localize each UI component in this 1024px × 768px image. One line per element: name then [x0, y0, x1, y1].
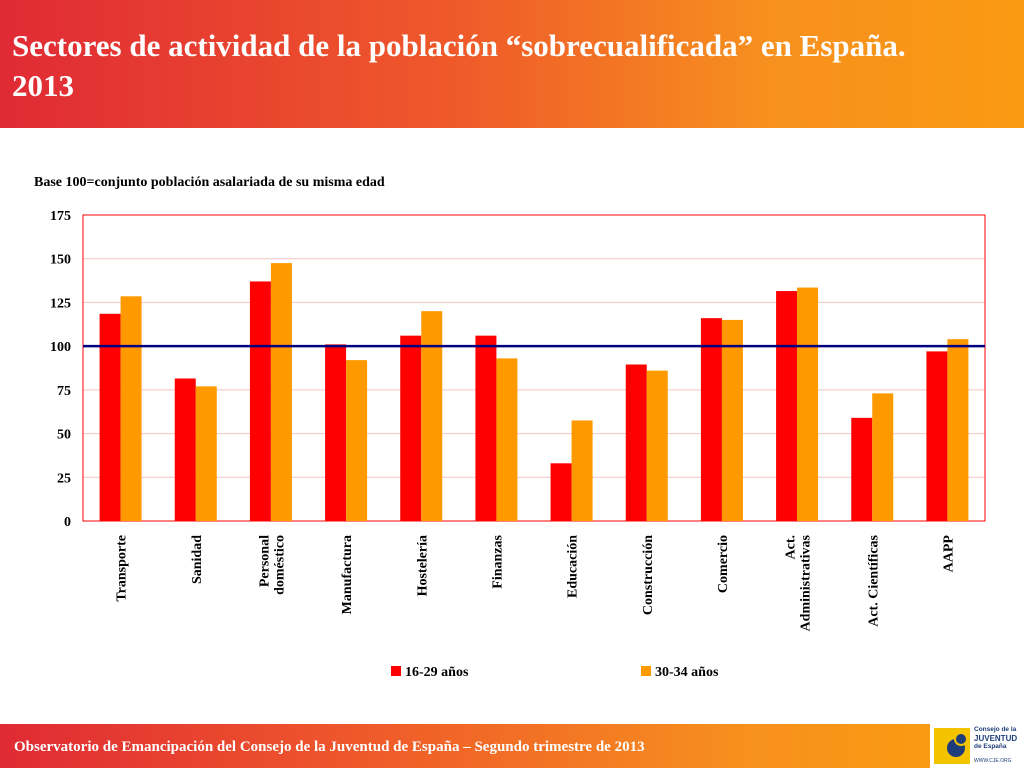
bar-16-29 — [325, 344, 347, 521]
cje-logo: Consejo de la JUVENTUD de España WWW.CJE… — [930, 724, 1024, 768]
x-tick-label: Personal doméstico — [257, 535, 287, 595]
header-banner: Sectores de actividad de la población “s… — [0, 0, 1024, 128]
x-tick-label-line: Educación — [566, 535, 581, 598]
logo-line-2: JUVENTUD — [974, 734, 1018, 743]
bar-30-34 — [571, 420, 593, 521]
bar-16-29 — [249, 281, 271, 521]
bar-30-34 — [270, 263, 292, 521]
x-tick-label-line: Personal — [257, 535, 272, 587]
x-tick-label-line: Act. Científicas — [866, 534, 881, 626]
bar-30-34 — [346, 360, 368, 521]
bar-16-29 — [926, 351, 948, 521]
y-tick-label: 100 — [50, 340, 71, 355]
page-title: Sectores de actividad de la población “s… — [12, 28, 906, 103]
x-tick-label: Act. Administrativas — [784, 534, 814, 631]
x-tick-label: AAPP — [941, 535, 956, 573]
bar-16-29 — [174, 378, 196, 521]
bar-16-29 — [475, 335, 497, 521]
y-tick-label: 150 — [50, 253, 71, 268]
x-tick-label-line: Comercio — [716, 535, 731, 593]
x-tick-label-line: doméstico — [272, 535, 287, 595]
x-tick-label: Manufactura — [340, 535, 355, 614]
bar-30-34 — [797, 287, 819, 521]
bar-30-34 — [646, 370, 668, 521]
legend-swatch-30-34 — [641, 666, 651, 676]
x-tick-label-line: Administrativas — [799, 534, 814, 631]
footer-text: Observatorio de Emancipación del Consejo… — [14, 739, 645, 755]
x-tick-label-line: Act. — [784, 535, 799, 560]
x-tick-label: Comercio — [716, 535, 731, 593]
x-tick-label-line: Finanzas — [490, 534, 505, 588]
x-tick-label-line: Manufactura — [340, 535, 355, 614]
y-tick-label: 0 — [64, 515, 71, 530]
y-tick-label: 125 — [50, 296, 71, 311]
y-tick-label: 50 — [57, 428, 71, 443]
x-tick-label: Act. Científicas — [866, 534, 881, 626]
logo-line-1: Consejo de la — [974, 726, 1017, 733]
bar-30-34 — [195, 386, 217, 521]
legend-label-16-29: 16-29 años — [405, 665, 469, 680]
x-tick-label: Hostelería — [415, 535, 430, 596]
legend-label-30-34: 30-34 años — [655, 665, 719, 680]
x-tick-label-line: Sanidad — [190, 535, 205, 584]
logo-url: WWW.CJE.ORG — [974, 758, 1012, 764]
legend-swatch-16-29 — [391, 666, 401, 676]
x-tick-label-line: Transporte — [115, 535, 130, 602]
y-tick-label: 175 — [50, 209, 71, 224]
x-tick-label-line: Hostelería — [415, 535, 430, 596]
bar-16-29 — [400, 335, 422, 521]
x-tick-label: Transporte — [115, 535, 130, 602]
x-tick-label-line: AAPP — [941, 535, 956, 573]
bar-16-29 — [99, 313, 121, 521]
logo-mark-icon — [934, 728, 970, 764]
y-tick-label: 25 — [57, 471, 71, 486]
x-tick-label: Finanzas — [490, 534, 505, 588]
chart-subtitle: Base 100=conjunto población asalariada d… — [34, 175, 385, 190]
x-tick-label: Construcción — [641, 535, 656, 615]
bar-30-34 — [721, 319, 743, 521]
logo-line-3: de España — [974, 743, 1007, 750]
bar-chart: 0 25 50 75 100 125 150 175 Transporte Sanidad Pers… — [50, 209, 986, 680]
bar-30-34 — [120, 296, 142, 521]
bar-30-34 — [421, 311, 443, 521]
plot-area-border — [82, 214, 986, 522]
x-tick-label: Educación — [566, 535, 581, 598]
x-tick-label-line: Construcción — [641, 535, 656, 615]
bar-16-29 — [851, 417, 873, 521]
bar-16-29 — [776, 291, 798, 521]
bar-16-29 — [700, 318, 722, 521]
x-tick-label: Sanidad — [190, 535, 205, 584]
logo-text: Consejo de la JUVENTUD de España — [974, 726, 1024, 751]
y-tick-label: 75 — [57, 384, 71, 399]
bar-16-29 — [550, 463, 572, 521]
logo-dot-icon — [954, 732, 968, 746]
footer-bar: Observatorio de Emancipación del Consejo… — [0, 724, 930, 768]
bar-16-29 — [625, 364, 647, 521]
bar-30-34 — [872, 393, 894, 521]
bar-30-34 — [496, 358, 518, 521]
bar-30-34 — [947, 339, 969, 521]
